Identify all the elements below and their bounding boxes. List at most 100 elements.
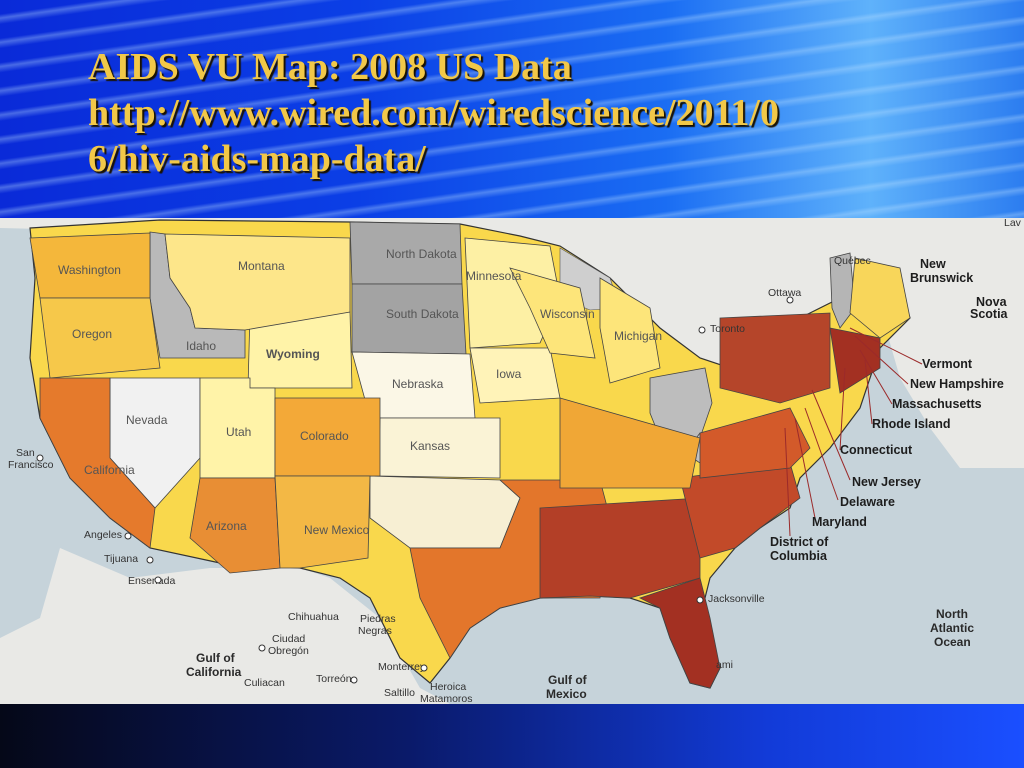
place-label-angeles: Angeles — [84, 529, 122, 541]
callout-line-vermont — [849, 327, 923, 365]
state-label-arizona: Arizona — [206, 519, 247, 533]
place-label-miami: ami — [716, 659, 733, 671]
state-label-utah: Utah — [226, 425, 251, 439]
callout-district-of: District of — [770, 535, 829, 549]
place-label-tijuana: Tijuana — [104, 553, 138, 565]
maine-region — [849, 257, 911, 339]
slide-title: AIDS VU Map: 2008 US Data http://www.wir… — [88, 44, 988, 182]
florida-region — [638, 577, 721, 689]
place-label-negras: Negras — [358, 625, 392, 637]
water-label-gulf-california-2: California — [186, 665, 242, 679]
callout-line-rhode-island — [864, 359, 873, 425]
vermont-region — [829, 252, 856, 329]
place-label-quebec: Québec — [834, 255, 871, 267]
us-hiv-map: Washington Oregon Idaho Montana Wyoming … — [0, 217, 1024, 705]
city-dot-ottawa — [786, 296, 794, 304]
state-label-new-mexico: New Mexico — [304, 523, 370, 537]
water-label-atlantic-2: Atlantic — [930, 621, 974, 635]
city-dot-san-francisco — [36, 454, 44, 462]
state-label-wyoming: Wyoming — [266, 347, 320, 361]
state-label-california: California — [84, 463, 135, 477]
state-label-idaho: Idaho — [186, 339, 216, 353]
state-label-michigan: Michigan — [614, 329, 662, 343]
city-dot-jacksonville — [696, 596, 704, 604]
place-label-ottawa: Ottawa — [768, 287, 801, 299]
callout-maryland: Maryland — [812, 515, 867, 529]
title-line-2: http://www.wired.com/wiredscience/2011/0 — [88, 92, 779, 134]
water-label-atlantic-3: Ocean — [934, 635, 971, 649]
label-new-brunswick-2: Brunswick — [910, 271, 973, 285]
place-label-san: San — [16, 447, 35, 459]
montana-region — [164, 233, 351, 331]
callout-line-maryland — [794, 417, 816, 519]
place-label-heroica: Heroica — [430, 681, 466, 693]
wisconsin-region — [509, 267, 596, 359]
state-label-north-dakota: North Dakota — [386, 247, 457, 261]
title-line-3: 6/hiv-aids-map-data/ — [88, 138, 426, 180]
carolinas-region — [679, 462, 801, 559]
place-label-torreon: Torreón — [316, 673, 352, 685]
state-label-colorado: Colorado — [300, 429, 349, 443]
new-mexico-region — [274, 475, 371, 569]
map-canvas: Washington Oregon Idaho Montana Wyoming … — [0, 217, 1024, 705]
city-dot-torreon — [350, 676, 358, 684]
slide-footer — [0, 704, 1024, 768]
callout-delaware: Delaware — [840, 495, 895, 509]
midsouth-region — [559, 397, 701, 489]
callout-columbia: Columbia — [770, 549, 828, 563]
baja-california — [95, 598, 200, 704]
label-nova-scotia-2: Scotia — [970, 307, 1009, 321]
callout-line-massachusetts — [859, 349, 893, 405]
canada-land — [0, 218, 1024, 468]
state-label-kansas: Kansas — [410, 439, 450, 453]
callout-connecticut: Connecticut — [840, 443, 913, 457]
state-label-montana: Montana — [238, 259, 285, 273]
city-dot-obregon — [258, 644, 266, 652]
city-dot-toronto — [698, 326, 706, 334]
michigan-region — [599, 277, 661, 384]
place-label-culiacan: Culiacan — [244, 677, 285, 689]
state-label-nebraska: Nebraska — [392, 377, 444, 391]
city-markers — [36, 296, 794, 684]
oregon-region — [39, 297, 161, 379]
place-label-chihuahua: Chihuahua — [288, 611, 339, 623]
deep-south-region — [539, 497, 701, 599]
place-label-monterrey: Monterrey — [378, 661, 426, 673]
callout-vermont: Vermont — [922, 357, 973, 371]
water-label-gulf-california-1: Gulf of — [196, 651, 236, 665]
city-dot-tijuana — [146, 556, 154, 564]
callout-new-jersey: New Jersey — [852, 475, 921, 489]
place-label-obregon: Obregón — [268, 645, 309, 657]
state-label-nevada: Nevada — [126, 413, 168, 427]
callout-line-new-jersey — [811, 389, 851, 481]
place-label-jacksonville: Jacksonville — [708, 593, 765, 605]
place-label-toronto: Toronto — [710, 323, 745, 335]
title-line-1: AIDS VU Map: 2008 US Data — [88, 46, 572, 88]
city-dot-ensenada — [154, 576, 162, 584]
slide-header: AIDS VU Map: 2008 US Data http://www.wir… — [0, 0, 1024, 218]
label-nova-scotia-1: Nova — [976, 295, 1008, 309]
callout-line-dc — [784, 427, 791, 537]
place-label-piedras: Piedras — [360, 613, 396, 625]
new-york-pa-region — [719, 312, 831, 404]
place-label-ciudad: Ciudad — [272, 633, 305, 645]
callout-new-hampshire: New Hampshire — [910, 377, 1004, 391]
water-label-atlantic-1: North — [936, 607, 968, 621]
place-label-saltillo: Saltillo — [384, 687, 415, 699]
water-label-gulf-mexico-1: Gulf of — [548, 673, 588, 687]
state-label-washington: Washington — [58, 263, 121, 277]
callout-line-new-hampshire — [854, 335, 909, 385]
water-label-gulf-mexico-2: Mexico — [546, 687, 587, 701]
state-label-south-dakota: South Dakota — [386, 307, 459, 321]
callout-massachusetts: Massachusetts — [892, 397, 982, 411]
colorado-region — [274, 397, 381, 477]
place-label-ensenada: Ensenada — [128, 575, 175, 587]
place-label-laval: Lav — [1004, 218, 1022, 229]
arizona-region — [189, 477, 281, 574]
callout-rhode-island: Rhode Island — [872, 417, 950, 431]
label-new-brunswick-1: New — [920, 257, 946, 271]
state-label-wisconsin: Wisconsin — [540, 307, 595, 321]
mexico-land — [0, 548, 450, 704]
virginia-region — [699, 407, 811, 479]
state-label-iowa: Iowa — [496, 367, 522, 381]
